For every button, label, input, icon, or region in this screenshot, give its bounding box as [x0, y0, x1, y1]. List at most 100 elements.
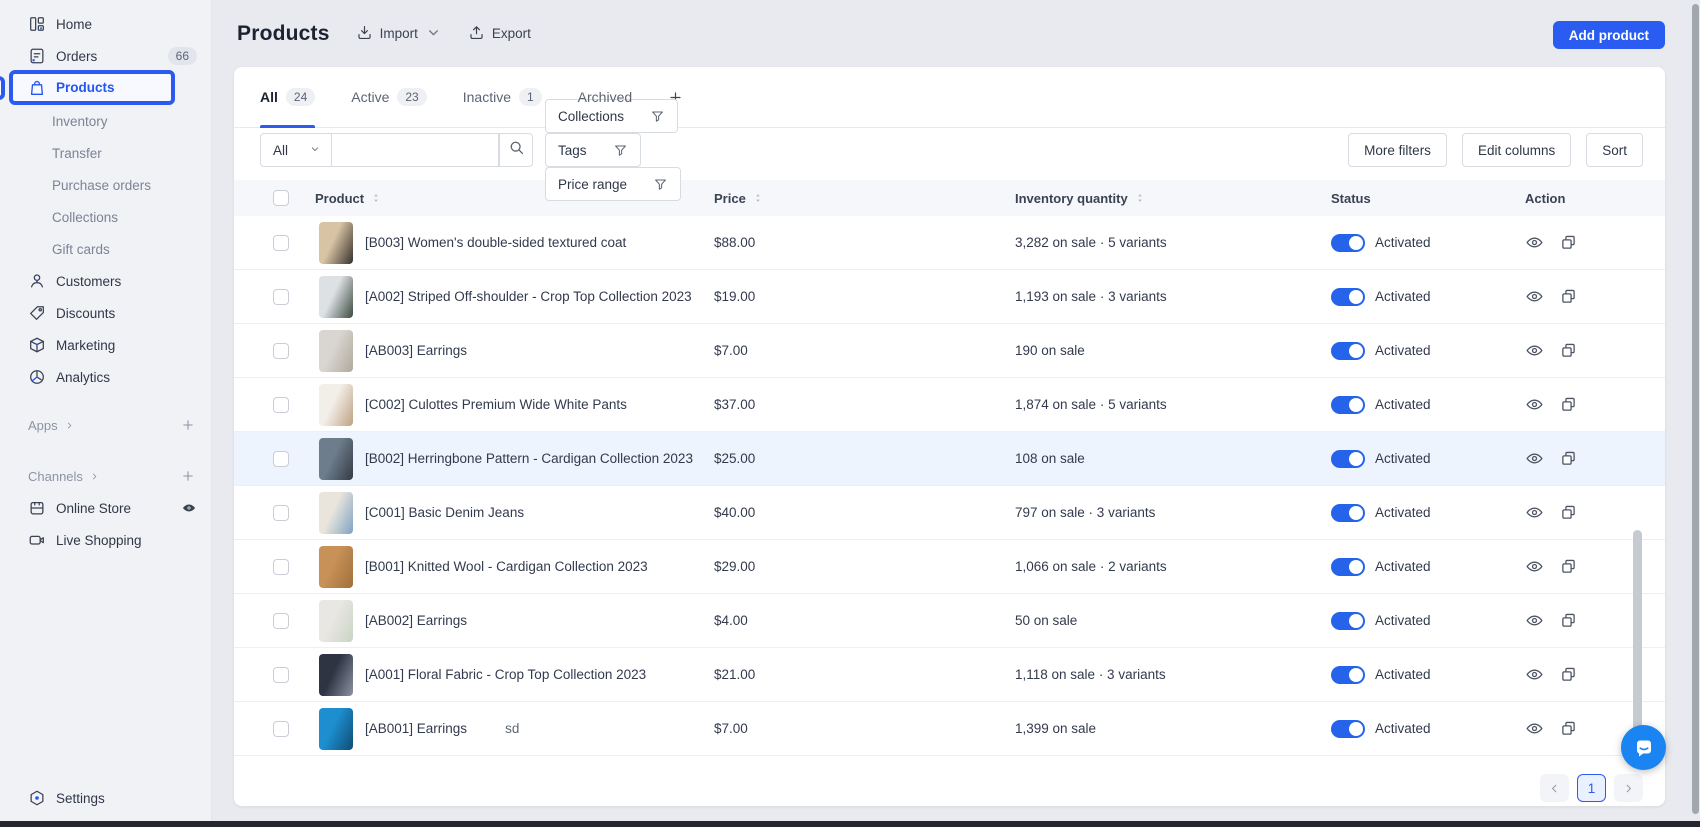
product-name[interactable]: [C002] Culottes Premium Wide White Pants [365, 397, 627, 412]
product-name[interactable]: [AB002] Earrings [365, 613, 468, 628]
product-name[interactable]: [B002] Herringbone Pattern - Cardigan Co… [365, 451, 693, 466]
product-name[interactable]: [AB003] Earrings [365, 343, 468, 358]
row-checkbox[interactable] [273, 558, 289, 575]
duplicate-icon[interactable] [1559, 557, 1578, 576]
status-toggle[interactable] [1331, 233, 1365, 252]
sidebar-item-online-store[interactable]: Online Store [0, 492, 211, 524]
current-page-button[interactable]: 1 [1577, 774, 1606, 802]
preview-eye-icon[interactable] [1525, 395, 1544, 414]
row-checkbox[interactable] [273, 396, 289, 413]
export-button[interactable]: Export [468, 24, 531, 44]
product-name[interactable]: [A002] Striped Off-shoulder - Crop Top C… [365, 289, 692, 304]
tab-archived[interactable]: Archived [578, 67, 632, 127]
product-name[interactable]: [B003] Women's double-sided textured coa… [365, 235, 627, 250]
duplicate-icon[interactable] [1559, 503, 1578, 522]
tab-inactive[interactable]: Inactive 1 [463, 67, 542, 127]
table-row[interactable]: [A002] Striped Off-shoulder - Crop Top C… [234, 270, 1665, 324]
sidebar-subitem-gift-cards[interactable]: Gift cards [52, 241, 110, 257]
duplicate-icon[interactable] [1559, 287, 1578, 306]
duplicate-icon[interactable] [1559, 341, 1578, 360]
sidebar-item-marketing[interactable]: Marketing [0, 329, 211, 361]
sidebar-section-apps[interactable]: Apps [0, 409, 211, 441]
sidebar-item-live-shopping[interactable]: Live Shopping [0, 524, 211, 556]
product-name[interactable]: [A001] Floral Fabric - Crop Top Collecti… [365, 667, 647, 682]
row-checkbox[interactable] [273, 342, 289, 359]
add-channel-button[interactable] [181, 469, 195, 483]
column-header-inventory-quantity[interactable]: Inventory quantity [1015, 191, 1331, 206]
tab-active[interactable]: Active 23 [351, 67, 427, 127]
table-row[interactable]: [B002] Herringbone Pattern - Cardigan Co… [234, 432, 1665, 486]
column-header-status[interactable]: Status [1331, 190, 1371, 206]
edit-columns-button[interactable]: Edit columns [1461, 133, 1572, 167]
preview-eye-icon[interactable] [1525, 503, 1544, 522]
chat-launcher-button[interactable] [1621, 725, 1666, 770]
select-all-checkbox[interactable] [273, 190, 289, 206]
add-app-button[interactable] [181, 418, 195, 432]
status-toggle[interactable] [1331, 395, 1365, 414]
preview-eye-icon[interactable] [1525, 233, 1544, 252]
duplicate-icon[interactable] [1559, 665, 1578, 684]
status-toggle[interactable] [1331, 611, 1365, 630]
table-row[interactable]: [AB002] Earrings $4.00 50 on sale Activa… [234, 594, 1665, 648]
row-checkbox[interactable] [273, 666, 289, 683]
search-button[interactable] [499, 133, 533, 167]
sidebar-item-analytics[interactable]: Analytics [0, 361, 211, 393]
table-row[interactable]: [AB003] Earrings $7.00 190 on sale Activ… [234, 324, 1665, 378]
filter-chip-tags[interactable]: Tags [545, 133, 641, 167]
sidebar-item-home[interactable]: Home [0, 8, 211, 40]
sidebar-subitem-collections[interactable]: Collections [52, 209, 119, 225]
sort-arrows-icon[interactable] [752, 192, 764, 204]
sidebar-subitem-inventory[interactable]: Inventory [52, 113, 108, 129]
sidebar-subitem-purchase-orders[interactable]: Purchase orders [52, 177, 152, 193]
window-scrollbar[interactable] [1692, 4, 1699, 814]
row-checkbox[interactable] [273, 504, 289, 521]
preview-eye-icon[interactable] [1525, 449, 1544, 468]
search-scope-select[interactable]: All [260, 133, 332, 167]
duplicate-icon[interactable] [1559, 395, 1578, 414]
filter-chip-collections[interactable]: Collections [545, 99, 679, 133]
add-product-button[interactable]: Add product [1552, 21, 1665, 49]
next-page-button[interactable] [1614, 774, 1643, 802]
duplicate-icon[interactable] [1559, 449, 1578, 468]
visibility-eye-icon[interactable] [181, 500, 197, 516]
duplicate-icon[interactable] [1559, 719, 1578, 738]
tab-all[interactable]: All 24 [260, 67, 316, 128]
status-toggle[interactable] [1331, 719, 1365, 738]
duplicate-icon[interactable] [1559, 611, 1578, 630]
more-filters-button[interactable]: More filters [1348, 133, 1447, 167]
preview-eye-icon[interactable] [1525, 611, 1544, 630]
status-toggle[interactable] [1331, 503, 1365, 522]
sort-arrows-icon[interactable] [370, 192, 382, 204]
table-row[interactable]: [A001] Floral Fabric - Crop Top Collecti… [234, 648, 1665, 702]
sidebar-subitem-transfer[interactable]: Transfer [52, 145, 102, 161]
duplicate-icon[interactable] [1559, 233, 1578, 252]
sort-arrows-icon[interactable] [1134, 192, 1146, 204]
table-scrollbar[interactable] [1633, 530, 1642, 750]
row-checkbox[interactable] [273, 234, 289, 251]
preview-eye-icon[interactable] [1525, 341, 1544, 360]
table-row[interactable]: [AB001] Earrings sd $7.00 1,399 on sale … [234, 702, 1665, 756]
prev-page-button[interactable] [1540, 774, 1569, 802]
preview-eye-icon[interactable] [1525, 557, 1544, 576]
import-button[interactable]: Import [356, 24, 442, 44]
search-input[interactable] [332, 133, 499, 167]
column-header-action[interactable]: Action [1525, 190, 1566, 206]
product-name[interactable]: [AB001] Earrings [365, 721, 468, 736]
column-header-price[interactable]: Price [714, 191, 1015, 206]
table-row[interactable]: [B001] Knitted Wool - Cardigan Collectio… [234, 540, 1665, 594]
row-checkbox[interactable] [273, 288, 289, 305]
row-checkbox[interactable] [273, 450, 289, 467]
status-toggle[interactable] [1331, 665, 1365, 684]
row-checkbox[interactable] [273, 612, 289, 629]
filter-chip-price-range[interactable]: Price range [545, 167, 682, 201]
preview-eye-icon[interactable] [1525, 665, 1544, 684]
sidebar-item-settings[interactable]: Settings [0, 782, 211, 814]
sidebar-item-products[interactable]: Products [9, 70, 175, 105]
column-header-product[interactable]: Product [315, 191, 714, 206]
row-checkbox[interactable] [273, 720, 289, 737]
status-toggle[interactable] [1331, 449, 1365, 468]
table-row[interactable]: [C001] Basic Denim Jeans $40.00 797 on s… [234, 486, 1665, 540]
product-name[interactable]: [C001] Basic Denim Jeans [365, 505, 525, 520]
sidebar-section-channels[interactable]: Channels [0, 460, 211, 492]
sidebar-item-customers[interactable]: Customers [0, 265, 211, 297]
